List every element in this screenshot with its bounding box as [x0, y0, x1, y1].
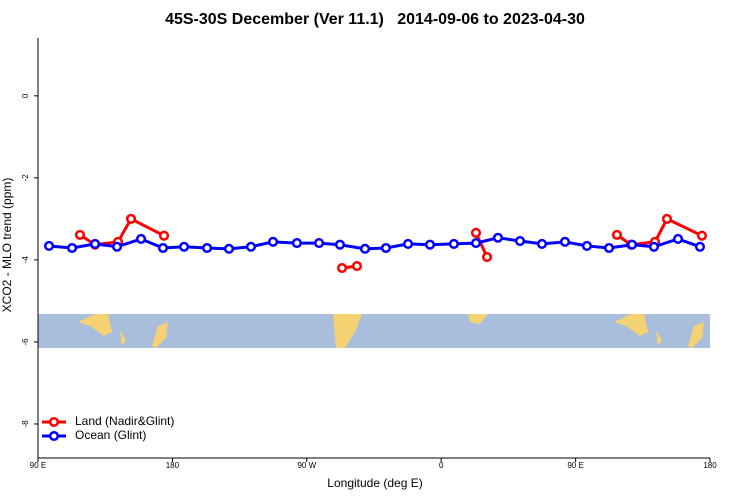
y-axis-label: XCO2 - MLO trend (ppm) [0, 178, 14, 313]
point [313, 238, 325, 249]
map-strip [38, 314, 710, 348]
point [696, 230, 707, 241]
point [626, 239, 638, 250]
point [514, 235, 526, 247]
point [481, 251, 493, 263]
point [424, 239, 436, 250]
point [201, 242, 213, 254]
point [74, 229, 86, 240]
legend-label: Land (Nadir&Glint) [75, 414, 174, 428]
point [380, 242, 391, 254]
x-tick-label: 90 E [30, 461, 46, 470]
point [492, 232, 503, 243]
y-tick-label: -4 [21, 256, 30, 264]
legend-marker [48, 430, 60, 442]
point [44, 240, 55, 251]
point [135, 233, 147, 245]
point [291, 238, 302, 249]
y-tick-label: -6 [21, 338, 30, 346]
point [66, 242, 78, 254]
series-line [48, 236, 701, 251]
legend-marker [48, 416, 60, 428]
point [559, 236, 571, 247]
point [245, 241, 256, 252]
x-tick-label: 90 W [297, 461, 316, 470]
point [402, 238, 414, 249]
point [611, 229, 623, 240]
x-tick-label: 90 E [567, 461, 583, 470]
point [89, 238, 101, 249]
x-tick-label: 180 [166, 461, 180, 470]
point [470, 227, 482, 238]
point [672, 233, 684, 245]
y-tick-label: -8 [21, 420, 30, 428]
point [268, 236, 279, 247]
point [157, 242, 169, 254]
point [694, 241, 706, 252]
point [334, 239, 346, 250]
point [359, 243, 371, 254]
point [111, 241, 123, 252]
point [581, 240, 592, 251]
point [178, 241, 190, 252]
point [448, 238, 459, 249]
legend-label: Ocean (Glint) [75, 428, 146, 442]
point [336, 263, 348, 274]
point [158, 230, 170, 241]
y-tick-label: -2 [21, 174, 30, 182]
x-tick-label: 0 [439, 461, 444, 470]
point [223, 243, 235, 254]
x-axis-label: Longitude (deg E) [327, 476, 422, 490]
point [125, 213, 137, 224]
chart-title: 45S-30S December (Ver 11.1) 2014-09-06 t… [165, 11, 585, 28]
point [604, 242, 615, 254]
point [536, 238, 548, 249]
point [351, 260, 363, 272]
point [470, 238, 482, 249]
point [648, 241, 660, 252]
point [661, 213, 673, 224]
x-tick-label: 180 [703, 461, 717, 470]
y-tick-label: 0 [21, 93, 30, 98]
